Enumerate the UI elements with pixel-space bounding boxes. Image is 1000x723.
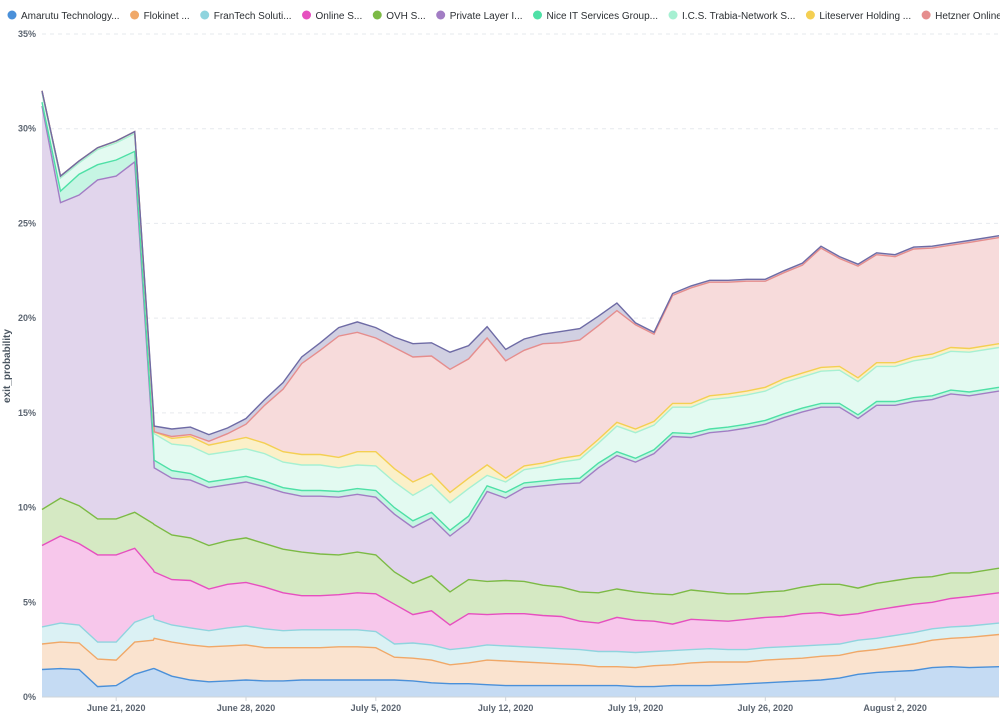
x-tick-label: July 19, 2020 [608,703,664,713]
y-axis: 0% 5% 10% 15% 20% 25% 30% 35% [18,29,36,702]
series-area [42,634,999,687]
legend-item[interactable]: Nice IT Services Group... [533,10,659,23]
legend-label: Private Layer I... [450,11,523,22]
legend-swatch [668,10,678,20]
series-lines [41,90,1000,688]
legend-label: Hetzner Online G... [935,11,1000,22]
y-tick-label: 30% [18,124,36,134]
series-line [41,105,1000,537]
x-tick-label: July 5, 2020 [351,703,402,713]
series-line [41,102,1000,532]
legend-item[interactable]: FranTech Soluti... [200,10,292,23]
series-area [42,536,999,653]
legend-label: FranTech Soluti... [214,11,292,22]
y-tick-label: 15% [18,408,36,418]
legend-label: I.C.S. Trabia-Network S... [682,11,795,22]
x-tick-label: July 12, 2020 [478,703,534,713]
x-tick-label: June 21, 2020 [87,703,146,713]
legend-label: OVH S... [386,11,425,22]
legend-swatch [436,10,446,20]
x-tick-label: July 26, 2020 [738,703,794,713]
series-area [42,615,999,668]
series-line [41,614,1000,654]
legend-item[interactable]: Online S... [302,10,363,23]
legend: Amarutu Technology... Flokinet ... FranTec… [7,10,1000,23]
x-axis: June 21, 2020 June 28, 2020 July 5, 2020 Ju… [42,696,999,713]
y-tick-label: 35% [18,29,36,39]
y-axis-title: exit_probability [2,329,13,403]
y-tick-label: 10% [18,503,36,513]
y-tick-label: 5% [23,597,36,607]
series-area [42,90,999,493]
legend-swatch [302,10,312,20]
legend-label: Liteserver Holding ... [819,11,911,22]
legend-swatch [533,10,542,20]
legend-item[interactable]: I.C.S. Trabia-Network S... [668,10,796,23]
legend-item[interactable]: OVH S... [372,10,426,23]
series-area [42,666,999,697]
legend-item[interactable]: Liteserver Holding ... [805,10,911,23]
legend-swatch [130,10,140,20]
legend-label: Nice IT Services Group... [547,11,659,22]
y-tick-label: 0% [23,692,36,702]
series-areas [42,90,999,697]
legend-swatch [200,10,210,20]
legend-item[interactable]: Private Layer I... [436,10,523,23]
series-area [42,498,999,625]
y-tick-label: 20% [18,313,36,323]
series-line [41,665,1000,688]
legend-swatch [7,10,17,20]
legend-item[interactable]: Flokinet ... [130,10,190,23]
legend-swatch [372,10,382,20]
legend-label: Flokinet ... [144,11,190,22]
series-area [42,106,999,595]
y-tick-label: 25% [18,218,36,228]
legend-item[interactable]: Amarutu Technology... [7,10,120,23]
x-tick-label: June 28, 2020 [217,703,276,713]
legend-label: Amarutu Technology... [21,11,120,22]
series-line [41,90,1000,436]
legend-swatch [921,10,931,20]
series-line [41,633,1000,669]
legend-swatch [805,10,815,20]
series-line [41,90,1000,494]
series-line [41,92,1000,504]
series-line [41,535,1000,626]
series-line [41,497,1000,596]
legend-item[interactable]: Hetzner Online G... [921,10,1000,23]
x-tick-label: August 2, 2020 [863,703,927,713]
series-line [41,90,1000,443]
legend-label: Online S... [316,11,363,22]
